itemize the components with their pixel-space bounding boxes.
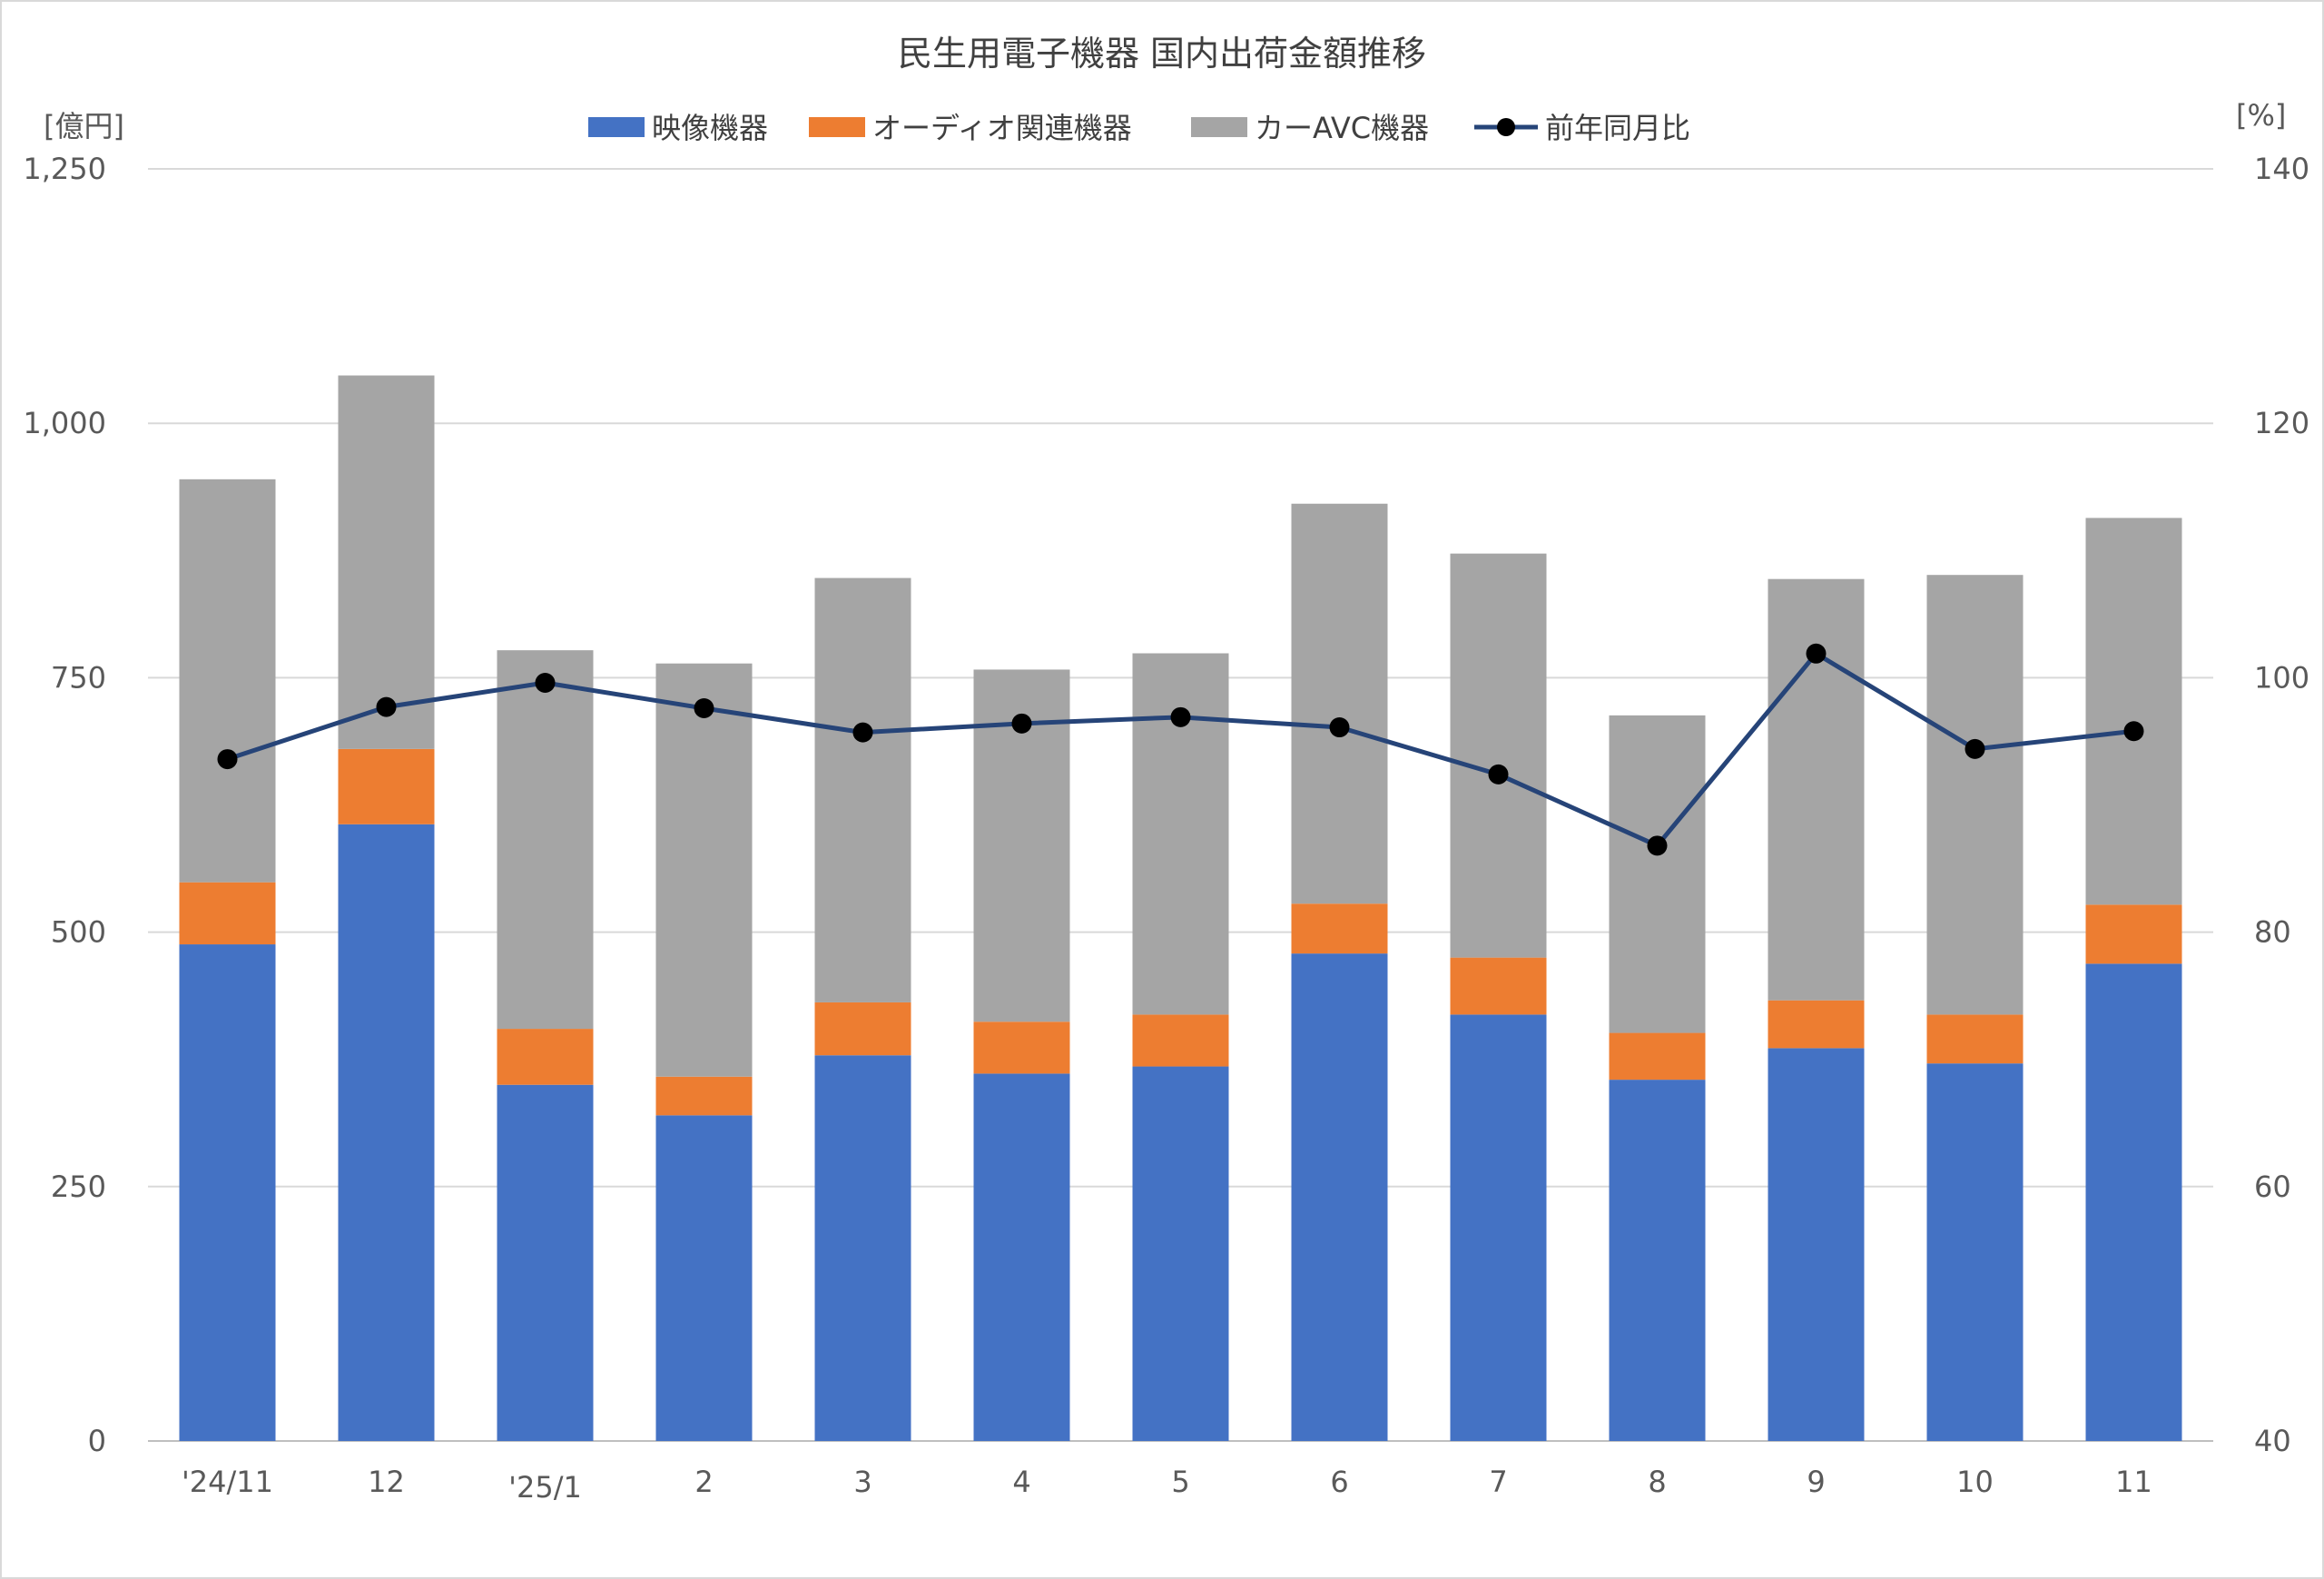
bar-segment: [1291, 503, 1388, 904]
x-tick-label: '25/1: [508, 1470, 582, 1505]
bar-segment: [1291, 953, 1388, 1441]
bar-segment: [1926, 1014, 2024, 1064]
bar-segment: [2085, 518, 2182, 905]
bar-segment: [497, 1029, 594, 1085]
bar-segment: [338, 748, 435, 824]
bar-segment: [1768, 578, 1865, 1001]
bar-series: [179, 375, 2182, 1441]
ratio-point: [376, 696, 397, 717]
legend-swatch: [1191, 117, 1247, 137]
bar-segment: [1609, 1032, 1706, 1081]
ratio-point: [1488, 764, 1509, 785]
x-tick-label: 4: [1012, 1465, 1030, 1499]
bar-segment: [1132, 1014, 1229, 1067]
ratio-point: [1011, 713, 1032, 734]
bar-segment: [814, 1055, 911, 1441]
bar-segment: [1926, 575, 2024, 1015]
x-axis-ticks: '24/11 12 '25/1 2 3 4 5 6 7 8 9 10 11: [182, 1465, 2152, 1505]
right-tick-label: 60: [2254, 1169, 2291, 1204]
x-tick-label: '24/11: [182, 1465, 273, 1499]
right-tick-label: 120: [2254, 406, 2309, 440]
x-tick-label: 12: [368, 1465, 405, 1499]
x-tick-label: 7: [1489, 1465, 1507, 1499]
bar-segment: [1450, 957, 1547, 1015]
bar-segment: [1450, 553, 1547, 958]
bar-segment: [497, 650, 594, 1030]
x-tick-label: 8: [1648, 1465, 1666, 1499]
bar-segment: [338, 375, 435, 749]
bar-segment: [497, 1084, 594, 1441]
left-tick-label: 750: [51, 660, 106, 695]
right-axis-unit: [%]: [2236, 98, 2286, 133]
legend-label: カーAVC機器: [1255, 111, 1429, 145]
ratio-point: [852, 722, 873, 743]
x-tick-label: 10: [1956, 1465, 1994, 1499]
bar-segment: [179, 882, 276, 945]
bar-segment: [338, 824, 435, 1441]
bar-segment: [179, 479, 276, 883]
ratio-point: [1806, 643, 1827, 664]
legend-label: 映像機器: [652, 111, 768, 145]
legend-label: 前年同月比: [1545, 111, 1690, 145]
ratio-point: [1965, 738, 1985, 759]
legend-swatch: [809, 117, 865, 137]
left-tick-label: 500: [51, 915, 106, 950]
ratio-point: [2123, 721, 2144, 742]
bar-segment: [1768, 1000, 1865, 1049]
left-tick-label: 1,000: [23, 406, 106, 440]
ratio-point: [1170, 706, 1191, 727]
left-tick-label: 0: [88, 1424, 106, 1458]
left-axis-ticks: 0 250 500 750 1,000 1,250: [23, 152, 106, 1458]
x-tick-label: 5: [1171, 1465, 1189, 1499]
legend-label: オーディオ関連機器: [872, 111, 1132, 145]
bar-segment: [1291, 903, 1388, 954]
bar-segment: [1768, 1048, 1865, 1441]
bar-segment: [973, 1021, 1070, 1074]
bar-segment: [655, 1076, 753, 1116]
left-tick-label: 1,250: [23, 152, 106, 186]
right-tick-label: 40: [2254, 1424, 2291, 1458]
bar-segment: [814, 577, 911, 1002]
gridlines: [148, 168, 2213, 1442]
x-tick-label: 11: [2115, 1465, 2152, 1499]
ratio-point: [217, 749, 238, 770]
right-axis-ticks: 40 60 80 100 120 140: [2254, 152, 2309, 1458]
x-tick-label: 3: [853, 1465, 872, 1499]
ratio-point: [1329, 717, 1350, 738]
bar-segment: [1450, 1014, 1547, 1441]
bar-segment: [814, 1002, 911, 1056]
legend: 映像機器 オーディオ関連機器 カーAVC機器 前年同月比: [588, 111, 1690, 145]
legend-swatch: [588, 117, 645, 137]
left-axis-unit: [億円]: [44, 109, 124, 143]
x-tick-label: 6: [1330, 1465, 1348, 1499]
right-tick-label: 140: [2254, 152, 2309, 186]
chart-title: 民生用電子機器 国内出荷金額推移: [898, 34, 1426, 74]
bar-segment: [1609, 715, 1706, 1033]
bar-segment: [2085, 963, 2182, 1441]
bar-segment: [973, 1073, 1070, 1441]
bar-segment: [1609, 1080, 1706, 1441]
bar-segment: [655, 1115, 753, 1441]
bar-segment: [655, 663, 753, 1077]
bar-segment: [179, 944, 276, 1441]
x-tick-label: 2: [694, 1465, 713, 1499]
bar-segment: [2085, 904, 2182, 964]
bar-segment: [1132, 1066, 1229, 1441]
right-tick-label: 100: [2254, 660, 2309, 695]
bar-segment: [1926, 1063, 2024, 1441]
line-series: [217, 643, 2144, 856]
right-tick-label: 80: [2254, 915, 2291, 950]
ratio-point: [535, 673, 556, 694]
legend-swatch-marker: [1497, 118, 1515, 136]
x-tick-label: 9: [1807, 1465, 1825, 1499]
left-tick-label: 250: [51, 1169, 106, 1204]
ratio-point: [1647, 835, 1668, 856]
ratio-point: [694, 698, 714, 719]
